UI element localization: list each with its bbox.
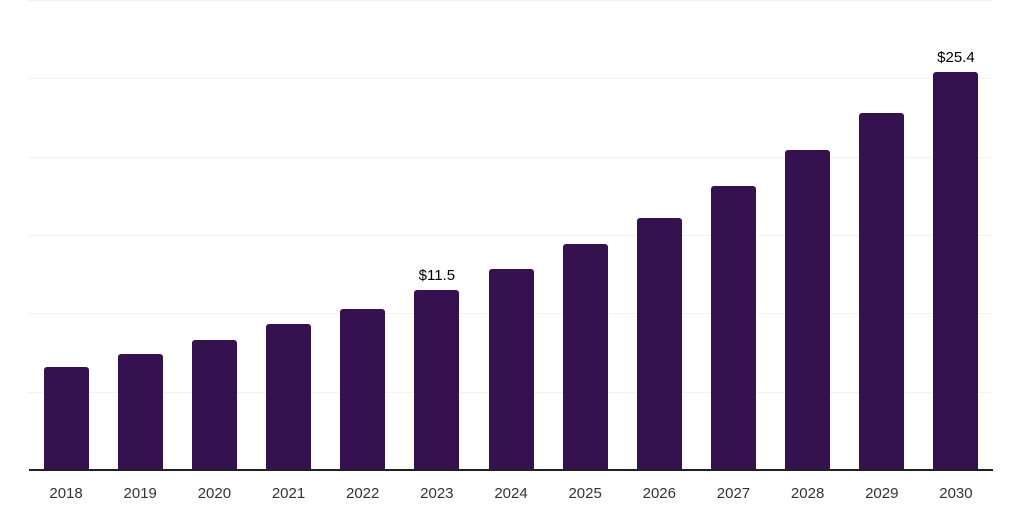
- plot-area: 2018 2019 2020 2021 2022 $11.5 2023 2024 2025 202…: [29, 0, 993, 501]
- x-tick-2029: 2029: [865, 485, 899, 502]
- gridline-30: [29, 0, 993, 1]
- x-tick-2028: 2028: [790, 485, 825, 502]
- bar-2024: [488, 269, 534, 470]
- bar-2022: [340, 308, 386, 470]
- bar-2019: [117, 354, 163, 470]
- x-tick-2027: 2027: [716, 485, 751, 502]
- x-tick-2025: 2025: [568, 485, 602, 502]
- gridline-25: [29, 78, 993, 80]
- bar-2028: [785, 150, 831, 470]
- x-tick-2024: 2024: [494, 485, 528, 502]
- x-tick-2018: 2018: [49, 485, 83, 502]
- x-tick-2022: 2022: [346, 485, 380, 502]
- data-label-2023: $11.5: [418, 266, 456, 284]
- gridline-20: [29, 156, 993, 158]
- x-tick-2020: 2020: [197, 485, 232, 502]
- bar-2021: [266, 324, 312, 470]
- gridline-15: [29, 235, 993, 236]
- bar-2023: [414, 289, 460, 470]
- bar-2029: [859, 112, 905, 470]
- x-tick-2030: 2030: [939, 485, 973, 502]
- x-axis-line: [29, 469, 993, 471]
- x-tick-2021: 2021: [271, 485, 306, 502]
- data-label-2030: $25.4: [937, 49, 975, 67]
- bar-2027: [710, 186, 756, 470]
- bar-2026: [636, 217, 682, 470]
- bar-2018: [43, 366, 89, 470]
- x-tick-2026: 2026: [642, 485, 676, 502]
- bar-2030: [933, 72, 979, 470]
- bar-2025: [562, 244, 608, 470]
- bar-2020: [191, 339, 237, 470]
- x-tick-2023: 2023: [420, 485, 454, 502]
- x-tick-2019: 2019: [123, 485, 157, 502]
